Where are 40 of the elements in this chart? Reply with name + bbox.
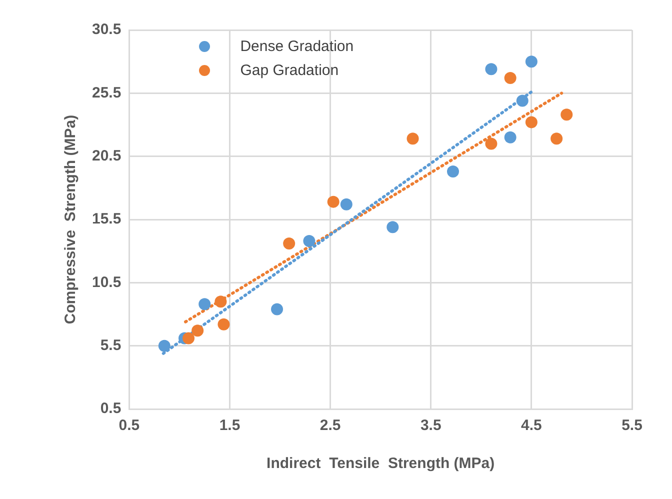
y-tick-label: 0.5 [100, 400, 122, 418]
point [447, 165, 459, 178]
point [485, 63, 498, 76]
x-axis-title: Indirect Tensile Strength (MPa) [266, 455, 495, 472]
point [516, 94, 528, 107]
x-tick-label: 2.5 [320, 417, 341, 434]
point [560, 108, 573, 121]
point [406, 132, 419, 145]
point [158, 340, 170, 352]
point [504, 131, 516, 144]
y-tick-label: 25.5 [92, 84, 122, 102]
y-axis-title: Compressive Strength (MPa) [62, 114, 80, 324]
x-tick-label: 0.5 [118, 417, 140, 434]
x-tick-label: 1.5 [219, 417, 240, 434]
point [182, 332, 195, 344]
point [327, 196, 340, 208]
y-tick-label: 10.5 [92, 274, 122, 291]
point [192, 324, 204, 337]
point [198, 298, 211, 310]
point [485, 138, 498, 150]
point [525, 116, 538, 128]
point [218, 318, 230, 330]
point [214, 296, 227, 308]
x-tick-label: 4.5 [521, 417, 542, 434]
y-tick-label: 15.5 [92, 210, 122, 228]
point [550, 132, 563, 145]
y-tick-label: 20.5 [92, 147, 122, 164]
point [504, 72, 516, 84]
point [340, 198, 352, 210]
point [303, 234, 316, 247]
point [271, 303, 284, 316]
legend-label: Dense Gradation [240, 38, 354, 54]
legend-label: Gap Gradation [240, 62, 339, 78]
y-tick-label: 5.5 [100, 336, 122, 354]
y-tick-label: 30.5 [92, 21, 122, 38]
point [283, 238, 296, 250]
x-tick-label: 5.5 [622, 417, 642, 434]
x-tick-label: 3.5 [420, 417, 442, 434]
point [525, 56, 538, 68]
point [386, 221, 399, 234]
